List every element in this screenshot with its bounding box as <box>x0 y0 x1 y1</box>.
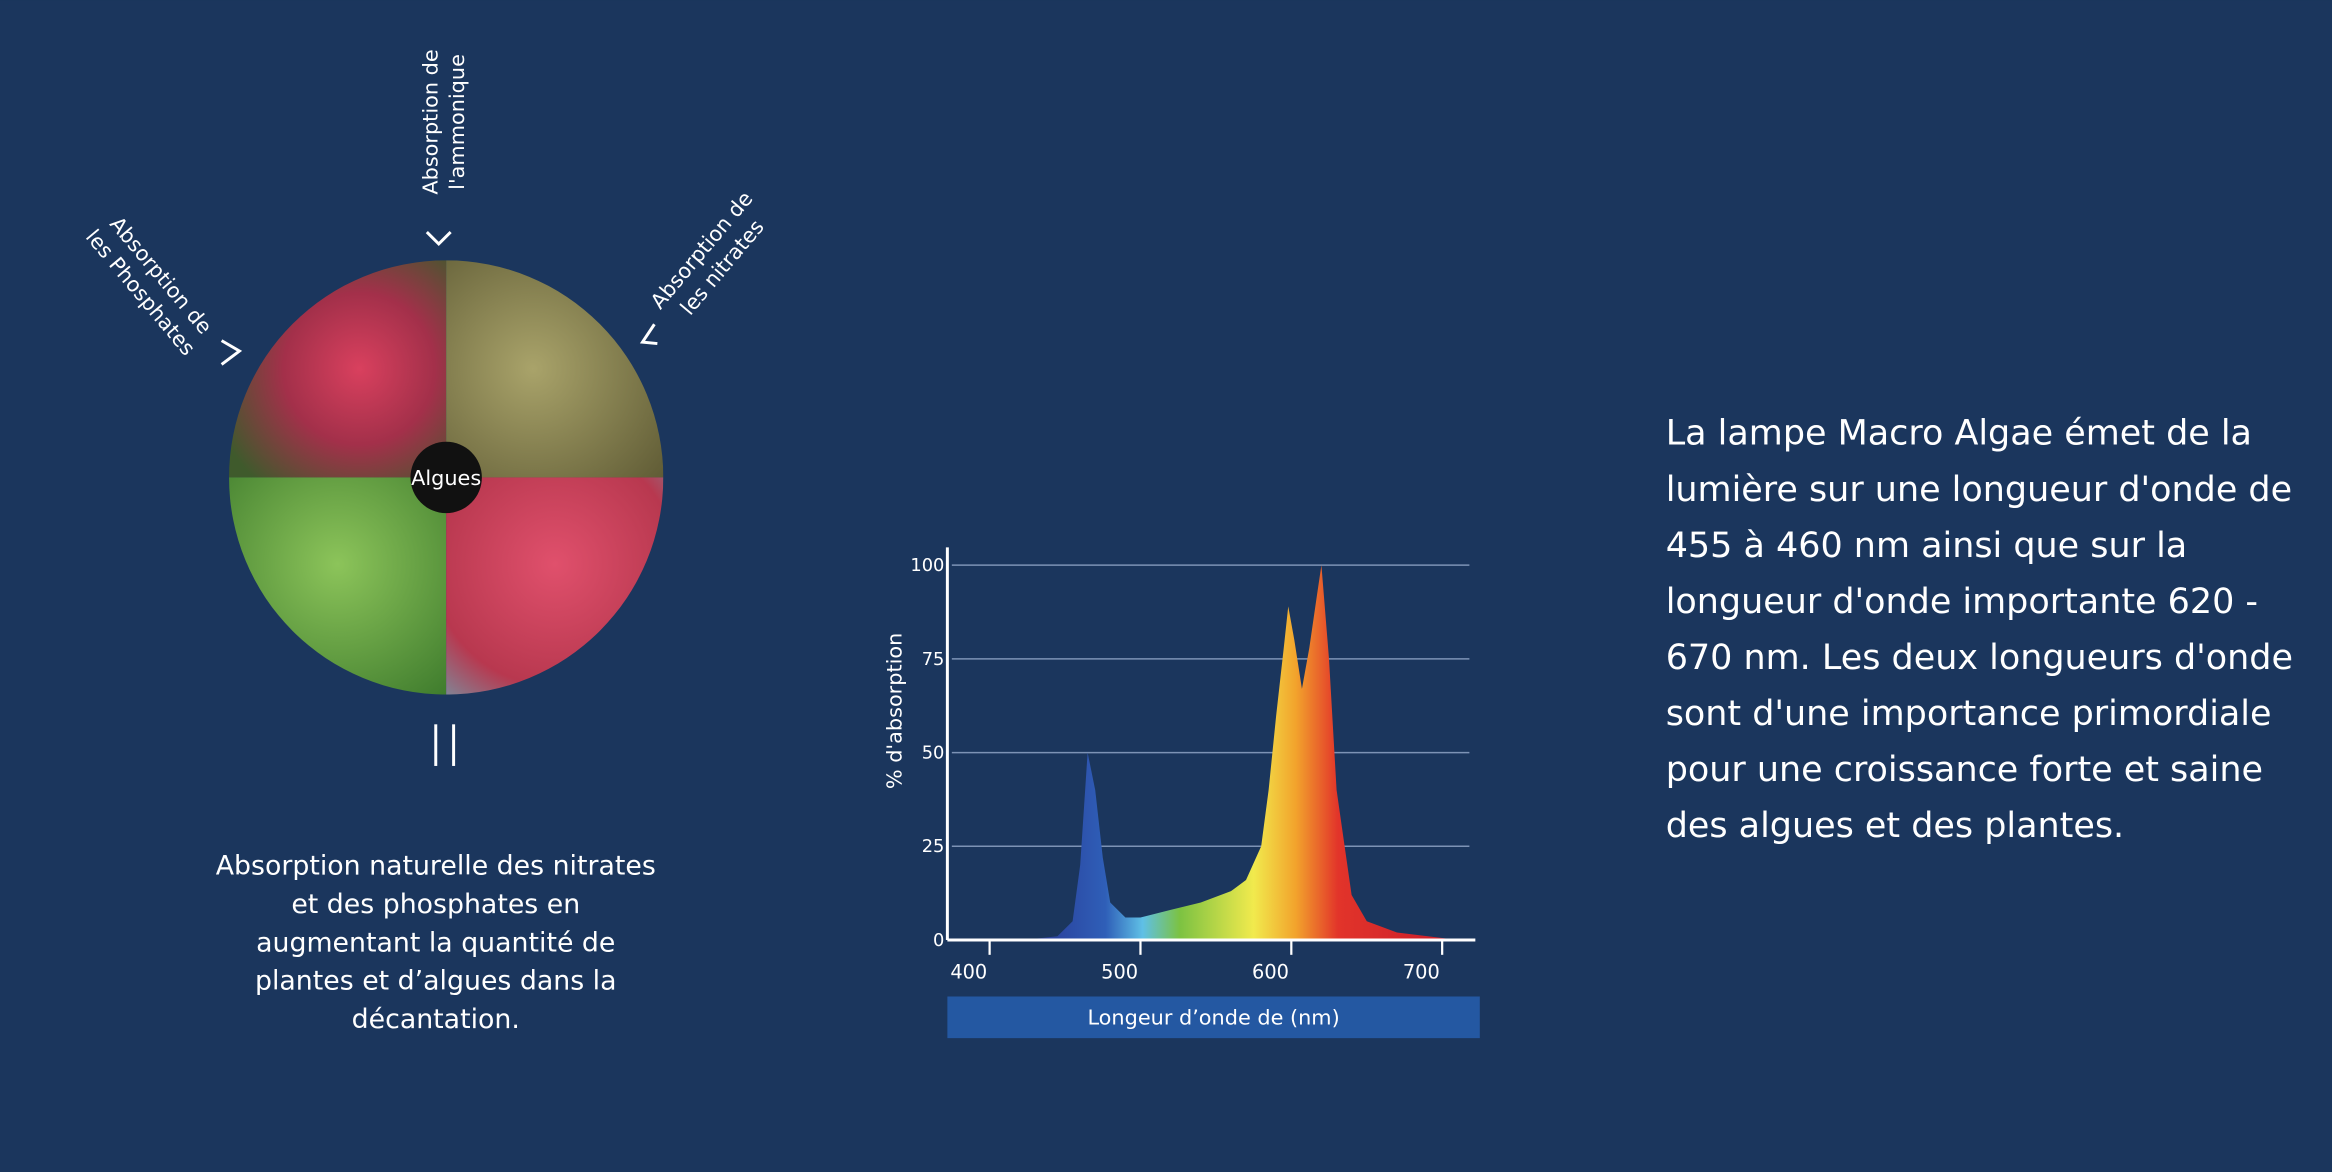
caption: Absorption naturelle des nitrates et des … <box>216 851 656 1035</box>
y-tick-label: 75 <box>922 649 945 670</box>
top-label: Absorption de l'ammonique <box>418 49 469 194</box>
x-tick-label: 600 <box>1252 961 1289 984</box>
text-line: La lampe Macro Algae émet de la <box>1666 414 2252 454</box>
text-line: des algues et des plantes. <box>1666 806 2124 846</box>
text-line: sont d'une importance primordiale <box>1666 694 2272 734</box>
center-label: Algues <box>411 466 481 490</box>
chart: 0 25 50 75 100 400 500 600 700 Longeur d’onde de … <box>882 547 1480 1039</box>
text-line: l'ammonique <box>445 54 469 190</box>
y-tick-label: 0 <box>933 930 944 951</box>
text-line: plantes et d’algues dans la <box>255 966 617 997</box>
arrows <box>220 230 658 766</box>
algae-photos <box>229 260 664 695</box>
y-axis-label: % d'absorption <box>882 633 906 790</box>
description: La lampe Macro Algae émet de la lumière s… <box>1666 414 2293 846</box>
x-tick-label: 400 <box>950 961 987 984</box>
text-line: augmentant la quantité de <box>256 927 615 958</box>
x-label-bar <box>947 996 1480 1039</box>
text-line: et des phosphates en <box>291 889 580 920</box>
text-line: Absorption naturelle des nitrates <box>216 851 656 882</box>
text-line: 455 à 460 nm ainsi que sur la <box>1666 526 2188 566</box>
y-tick-label: 50 <box>922 743 945 764</box>
text-line: lumière sur une longueur d'onde de <box>1666 470 2292 510</box>
text-line: Absorption de <box>418 49 442 194</box>
text-line: décantation. <box>352 1004 520 1035</box>
y-tick-label: 25 <box>922 836 945 857</box>
spectrum-area <box>959 565 1458 940</box>
text-line: pour une croissance forte et saine <box>1666 750 2263 790</box>
x-tick-label: 700 <box>1403 961 1440 984</box>
x-tick-label: 500 <box>1101 961 1138 984</box>
x-axis-label: Longeur d’onde de (nm) <box>1087 1006 1339 1030</box>
y-tick-label: 100 <box>910 555 944 576</box>
text-line: longueur d'onde importante 620 - <box>1666 582 2258 622</box>
center-badge <box>410 441 482 514</box>
text-line: 670 nm. Les deux longueurs d'onde <box>1666 638 2293 678</box>
